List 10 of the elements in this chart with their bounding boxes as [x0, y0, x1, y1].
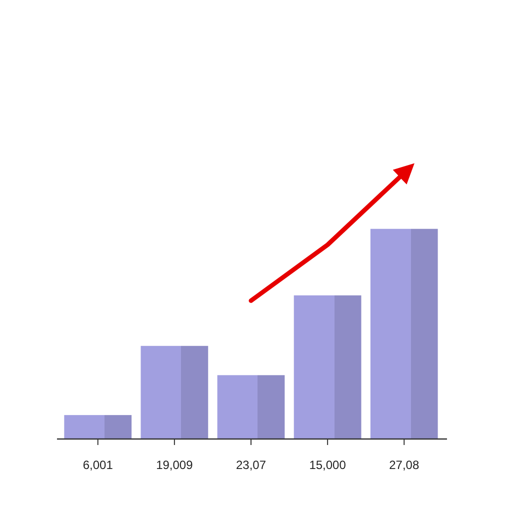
x-tick-label: 19,009	[156, 458, 194, 472]
x-tick-label: 23,07	[236, 458, 266, 472]
x-tick-label: 27,08	[389, 458, 420, 472]
bar	[217, 375, 285, 439]
bar	[294, 295, 362, 439]
bar	[140, 346, 208, 439]
bar	[64, 415, 132, 439]
x-tick-label: 15,000	[309, 458, 346, 472]
bar	[370, 228, 438, 439]
x-tick-label: 6,001	[82, 458, 114, 472]
